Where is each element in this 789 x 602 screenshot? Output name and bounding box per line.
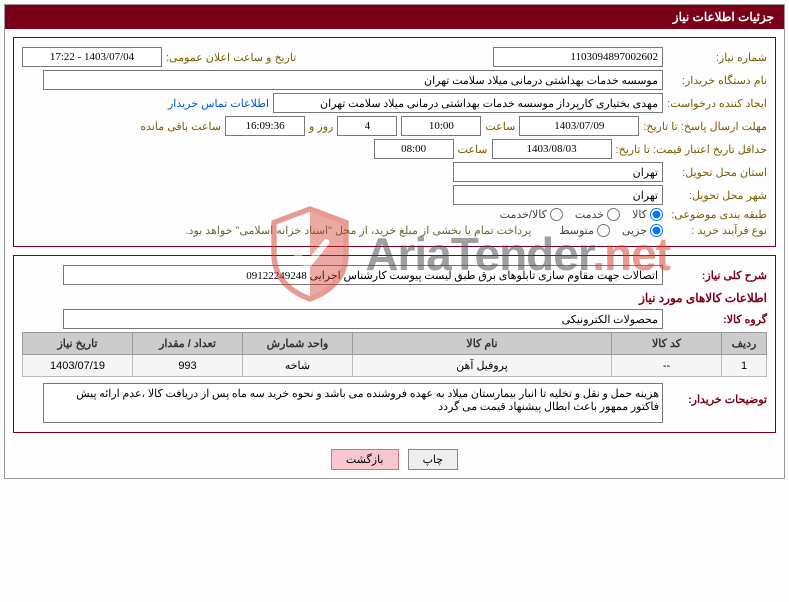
process-radio-group: جزیی متوسط (559, 224, 663, 237)
contact-link[interactable]: اطلاعات تماس خریدار (168, 97, 269, 110)
th-date: تاریخ نیاز (23, 333, 133, 355)
cat-goods-radio[interactable] (650, 208, 663, 221)
deadline-date-input[interactable] (519, 116, 639, 136)
buyer-input[interactable] (43, 70, 663, 90)
need-no-input[interactable] (493, 47, 663, 67)
announce-label: تاریخ و ساعت اعلان عمومی: (166, 51, 296, 64)
details-panel: شماره نیاز: تاریخ و ساعت اعلان عمومی: نا… (13, 37, 776, 247)
goods-header: اطلاعات کالاهای مورد نیاز (22, 291, 767, 305)
back-button[interactable]: بازگشت (331, 449, 399, 470)
description-panel: شرح کلی نیاز: اطلاعات کالاهای مورد نیاز … (13, 255, 776, 433)
cat-service-radio[interactable] (607, 208, 620, 221)
need-no-label: شماره نیاز: (667, 51, 767, 64)
city-label: شهر محل تحویل: (667, 189, 767, 202)
hour-label-1: ساعت (485, 120, 515, 133)
buyer-label: نام دستگاه خریدار: (667, 74, 767, 87)
th-code: کد کالا (612, 333, 722, 355)
print-button[interactable]: چاپ (408, 449, 459, 470)
group-input[interactable] (63, 309, 663, 329)
buyer-notes-label: توضیحات خریدار: (667, 383, 767, 406)
th-name: نام کالا (353, 333, 612, 355)
requester-label: ایجاد کننده درخواست: (667, 97, 767, 110)
days-and-label: روز و (309, 120, 333, 133)
th-row: ردیف (722, 333, 767, 355)
remain-suffix-label: ساعت باقی مانده (140, 120, 221, 133)
cat-service-option[interactable]: خدمت (575, 208, 620, 221)
city-input[interactable] (453, 185, 663, 205)
validity-hour-input[interactable] (374, 139, 454, 159)
process-label: نوع فرآیند خرید : (667, 224, 767, 237)
hour-label-2: ساعت (458, 143, 488, 156)
cat-both-option[interactable]: کالا/خدمت (500, 208, 563, 221)
main-panel: جزئیات اطلاعات نیاز شماره نیاز: تاریخ و … (4, 4, 785, 479)
desc-input[interactable] (63, 265, 663, 285)
th-qty: تعداد / مقدار (133, 333, 243, 355)
button-row: چاپ بازگشت (5, 441, 784, 478)
cell-unit: شاخه (243, 355, 353, 377)
deadline-label: مهلت ارسال پاسخ: تا تاریخ: (643, 120, 767, 133)
title-bar: جزئیات اطلاعات نیاز (5, 5, 784, 29)
remain-time-input[interactable] (225, 116, 305, 136)
category-radio-group: کالا خدمت کالا/خدمت (500, 208, 663, 221)
group-label: گروه کالا: (667, 313, 767, 326)
announce-input[interactable] (22, 47, 162, 67)
buyer-notes-textarea[interactable] (43, 383, 663, 423)
province-input[interactable] (453, 162, 663, 182)
proc-medium-option[interactable]: متوسط (559, 224, 610, 237)
th-unit: واحد شمارش (243, 333, 353, 355)
cell-code: -- (612, 355, 722, 377)
table-header-row: ردیف کد کالا نام کالا واحد شمارش تعداد /… (23, 333, 767, 355)
cat-goods-option[interactable]: کالا (632, 208, 663, 221)
cell-date: 1403/07/19 (23, 355, 133, 377)
page-title: جزئیات اطلاعات نیاز (673, 10, 774, 24)
table-row: 1 -- پروفیل آهن شاخه 993 1403/07/19 (23, 355, 767, 377)
requester-input[interactable] (273, 93, 663, 113)
category-label: طبقه بندی موضوعی: (667, 208, 767, 221)
province-label: استان محل تحویل: (667, 166, 767, 179)
proc-partial-radio[interactable] (650, 224, 663, 237)
payment-note: پرداخت تمام یا بخشی از مبلغ خرید، از محل… (186, 224, 532, 237)
validity-label: حداقل تاریخ اعتبار قیمت: تا تاریخ: (616, 143, 767, 156)
days-input[interactable] (337, 116, 397, 136)
cat-both-radio[interactable] (550, 208, 563, 221)
cell-name: پروفیل آهن (353, 355, 612, 377)
desc-label: شرح کلی نیاز: (667, 269, 767, 282)
validity-date-input[interactable] (492, 139, 612, 159)
deadline-hour-input[interactable] (401, 116, 481, 136)
proc-medium-radio[interactable] (597, 224, 610, 237)
cell-qty: 993 (133, 355, 243, 377)
cell-n: 1 (722, 355, 767, 377)
goods-table: ردیف کد کالا نام کالا واحد شمارش تعداد /… (22, 332, 767, 377)
proc-partial-option[interactable]: جزیی (622, 224, 663, 237)
